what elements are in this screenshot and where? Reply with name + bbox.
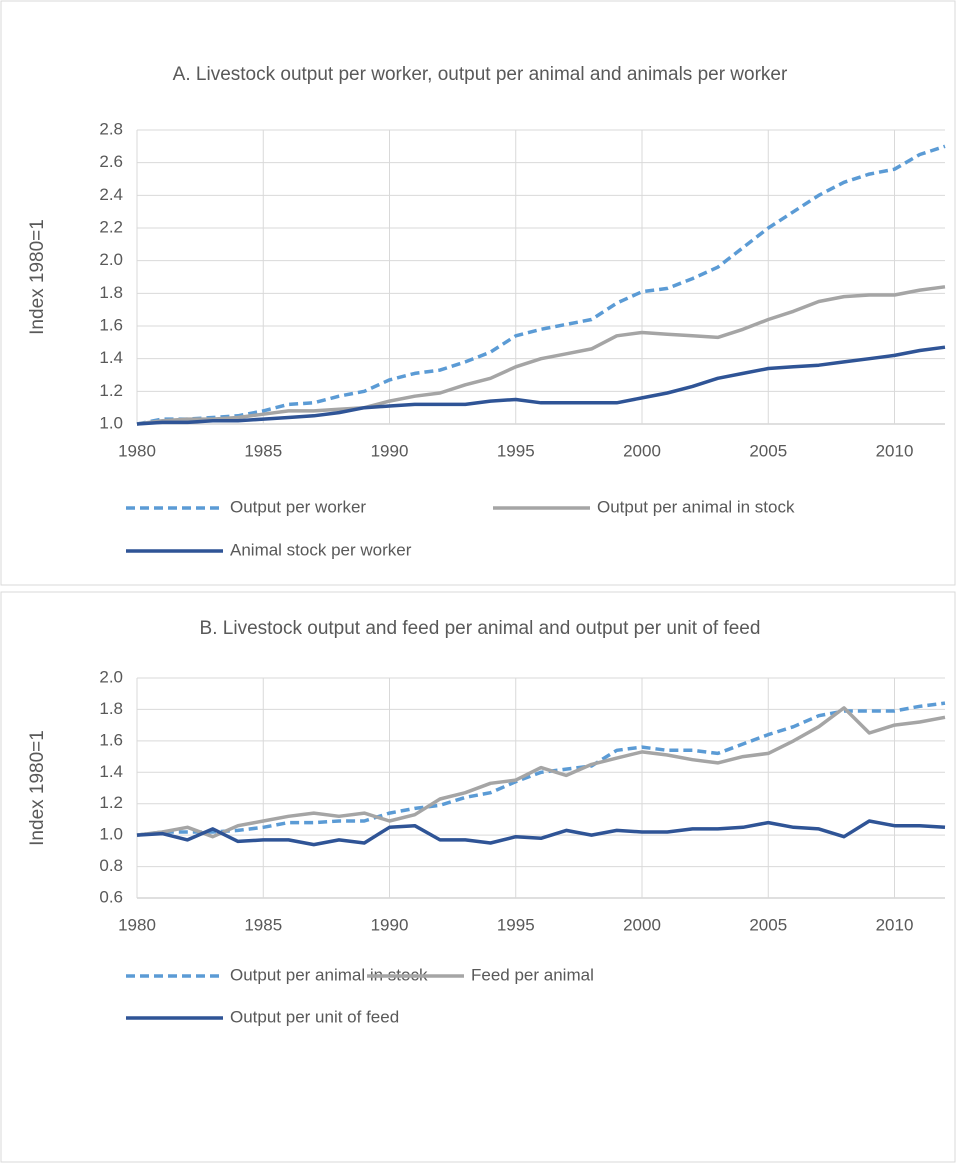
y-tick-label: 2.6 bbox=[99, 152, 123, 171]
legend-label: Output per animal in stock bbox=[597, 497, 795, 516]
y-tick-label: 1.2 bbox=[99, 793, 123, 812]
legend-label: Output per unit of feed bbox=[230, 1007, 399, 1026]
x-tick-label: 2010 bbox=[876, 915, 914, 934]
y-tick-label: 1.8 bbox=[99, 699, 123, 718]
legend-label: Feed per animal bbox=[471, 965, 594, 984]
series-line bbox=[136, 285, 946, 426]
x-tick-label: 1990 bbox=[371, 441, 409, 460]
x-tick-label: 1980 bbox=[118, 915, 156, 934]
x-tick-label: 1985 bbox=[244, 915, 282, 934]
y-tick-label: 2.0 bbox=[99, 667, 123, 686]
x-tick-label: 1995 bbox=[497, 915, 535, 934]
chart-title: B. Livestock output and feed per animal … bbox=[199, 618, 761, 639]
x-tick-label: 2005 bbox=[749, 915, 787, 934]
y-axis-label: Index 1980=1 bbox=[27, 730, 48, 846]
y-tick-label: 2.0 bbox=[99, 250, 123, 269]
legend-label: Output per worker bbox=[230, 497, 366, 516]
x-tick-label: 1995 bbox=[497, 441, 535, 460]
y-tick-label: 0.8 bbox=[99, 856, 123, 875]
panel-frame bbox=[0, 591, 956, 1163]
x-tick-label: 2000 bbox=[623, 441, 661, 460]
series-line bbox=[136, 701, 946, 837]
legend-label: Output per animal in stock bbox=[230, 965, 428, 984]
y-tick-label: 0.6 bbox=[99, 887, 123, 906]
y-tick-label: 1.0 bbox=[99, 825, 123, 844]
x-tick-label: 2000 bbox=[623, 915, 661, 934]
y-tick-label: 2.4 bbox=[99, 185, 123, 204]
panel-frame bbox=[0, 0, 956, 586]
series-line bbox=[136, 144, 946, 426]
chart-title: A. Livestock output per worker, output p… bbox=[172, 64, 788, 85]
y-tick-label: 1.6 bbox=[99, 730, 123, 749]
y-tick-label: 1.4 bbox=[99, 348, 123, 367]
y-tick-label: 1.6 bbox=[99, 315, 123, 334]
x-tick-label: 1985 bbox=[244, 441, 282, 460]
y-axis-label: Index 1980=1 bbox=[27, 219, 48, 335]
x-tick-label: 2005 bbox=[749, 441, 787, 460]
series-line bbox=[136, 345, 946, 426]
y-tick-label: 1.8 bbox=[99, 283, 123, 302]
series-line bbox=[136, 819, 946, 847]
y-tick-label: 2.8 bbox=[99, 119, 123, 138]
y-tick-label: 2.2 bbox=[99, 217, 123, 236]
series-line bbox=[136, 706, 946, 839]
legend-label: Animal stock per worker bbox=[230, 540, 412, 559]
y-tick-label: 1.4 bbox=[99, 762, 123, 781]
y-tick-label: 1.2 bbox=[99, 381, 123, 400]
x-tick-label: 1990 bbox=[371, 915, 409, 934]
y-tick-label: 1.0 bbox=[99, 413, 123, 432]
x-tick-label: 2010 bbox=[876, 441, 914, 460]
x-tick-label: 1980 bbox=[118, 441, 156, 460]
